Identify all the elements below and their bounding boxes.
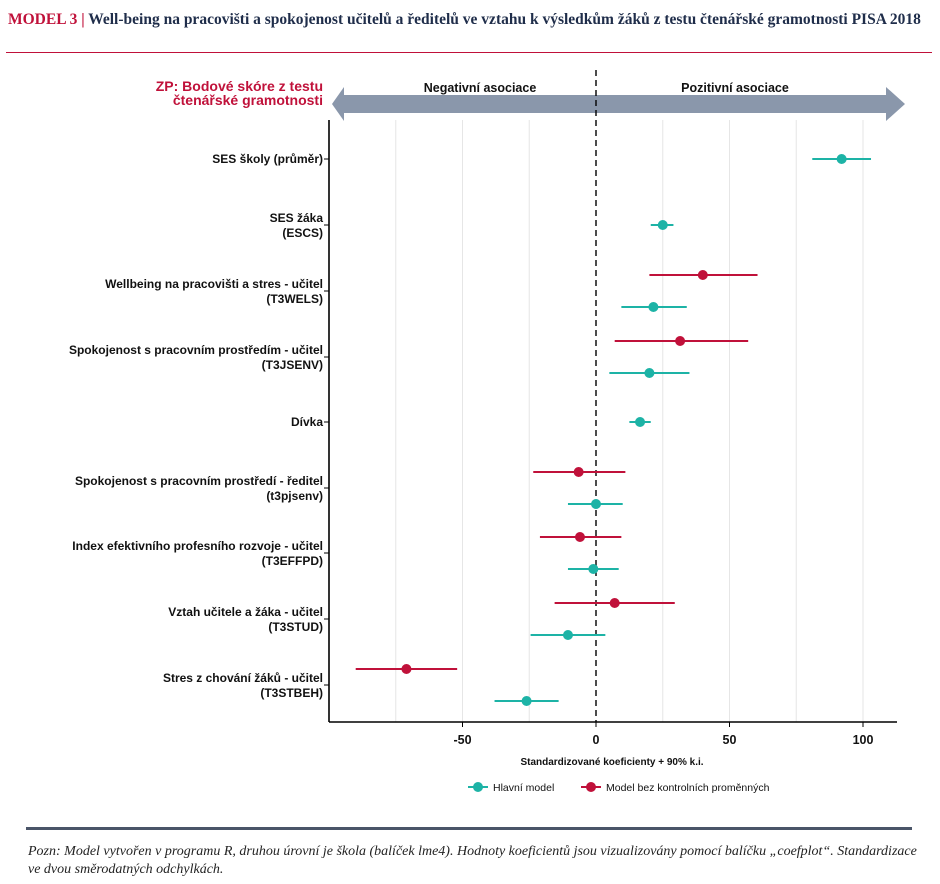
category-label: (t3pjsenv) <box>266 489 323 503</box>
category-label: Wellbeing na pracovišti a stres - učitel <box>105 277 323 291</box>
legend-label: Hlavní model <box>493 782 554 794</box>
coefficient-point <box>574 532 585 542</box>
category-label: Vztah učitele a žáka - učitel <box>168 605 323 619</box>
category-label: Dívka <box>291 415 323 429</box>
title-divider <box>6 52 932 53</box>
arrow-right-head <box>886 87 905 121</box>
legend-marker <box>473 782 483 792</box>
title-separator: | <box>77 11 89 28</box>
category-label: Spokojenost s pracovním prostředím - uči… <box>69 343 323 357</box>
model-label: MODEL 3 <box>8 11 78 28</box>
category-label: (T3STUD) <box>268 620 323 634</box>
coefficient-point <box>521 696 532 706</box>
category-label: (T3STBEH) <box>260 686 323 700</box>
coefficient-point <box>836 154 847 164</box>
y-axis-title-line: čtenářské gramotnosti <box>173 92 323 108</box>
coefficient-point <box>657 220 668 230</box>
category-label: (T3WELS) <box>266 292 323 306</box>
category-label: (T3EFFPD) <box>262 554 323 568</box>
coefficient-plot: Negativní asociace Pozitivní asociace ZP: … <box>69 70 905 794</box>
coefficient-point <box>562 630 573 640</box>
category-label: (ESCS) <box>282 226 323 240</box>
coefficient-point <box>401 664 412 674</box>
category-label: Spokojenost s pracovním prostředí - ředi… <box>75 474 323 488</box>
legend-marker <box>586 782 596 792</box>
x-tick-label: -50 <box>453 733 471 747</box>
coefficient-point <box>609 598 620 608</box>
coefficient-point <box>588 564 599 574</box>
legend-label: Model bez kontrolních proměnných <box>606 782 770 794</box>
y-axis-title-line: ZP: Bodové skóre z testu <box>156 78 323 94</box>
chart-title: MODEL 3 | Well-being na pracovišti a spo… <box>8 10 928 29</box>
category-label: SES školy (průměr) <box>212 152 323 166</box>
x-tick-label: 50 <box>723 733 737 747</box>
category-label: Index efektivního profesního rozvoje - u… <box>72 539 323 553</box>
footer-divider <box>26 827 912 830</box>
coefficient-point <box>635 417 646 427</box>
coefficient-point <box>573 467 584 477</box>
x-tick-label: 0 <box>593 733 600 747</box>
coefficient-point <box>644 368 655 378</box>
category-label: Stres z chování žáků - učitel <box>163 671 323 685</box>
x-axis-title: Standardizované koeficienty + 90% k.i. <box>520 757 703 768</box>
coefficient-point <box>648 302 659 312</box>
coefficient-point <box>591 499 601 509</box>
footnote: Pozn: Model vytvořen v programu R, druho… <box>28 844 917 877</box>
coefficient-point <box>675 336 686 346</box>
arrow-band <box>344 95 886 113</box>
category-label: (T3JSENV) <box>262 358 323 372</box>
category-label: SES žáka <box>270 211 324 225</box>
coefficient-point <box>697 270 708 280</box>
x-tick-label: 100 <box>853 733 874 747</box>
title-text: Well-being na pracovišti a spokojenost u… <box>88 11 921 28</box>
arrow-left-label: Negativní asociace <box>424 81 537 95</box>
arrow-right-label: Pozitivní asociace <box>681 81 789 95</box>
arrow-left-head <box>332 87 344 121</box>
